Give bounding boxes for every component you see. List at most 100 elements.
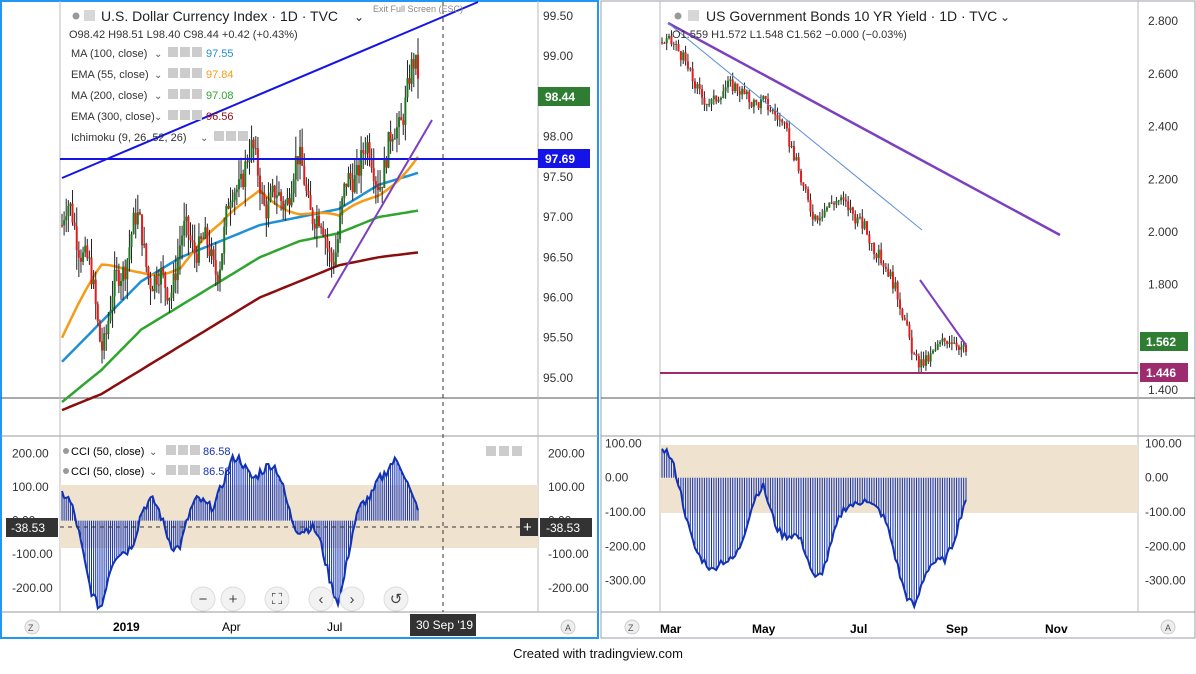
eye-icon[interactable] <box>168 47 178 57</box>
gear-icon[interactable] <box>180 89 190 99</box>
candle <box>374 176 377 204</box>
candle <box>915 349 918 361</box>
left-symbol-title[interactable]: U.S. Dollar Currency Index · 1D · TVC <box>101 8 338 24</box>
candle <box>155 266 158 293</box>
right-cci-ytick: 100.00 <box>1145 436 1182 450</box>
candle <box>410 52 413 92</box>
eye-icon[interactable] <box>168 68 178 78</box>
pane-maximize-icon[interactable] <box>486 446 496 456</box>
cci-2-gear-icon[interactable] <box>178 465 188 475</box>
gear-icon[interactable] <box>180 68 190 78</box>
indicator-legend-row[interactable]: EMA (55, close) ⌄ 97.84 <box>71 68 234 81</box>
footer-credit: Created with tradingview.com <box>513 646 683 661</box>
candle <box>748 89 751 110</box>
zoom-in-button[interactable]: + <box>220 586 246 612</box>
gear-icon[interactable] <box>226 131 236 141</box>
eye-icon[interactable] <box>214 131 224 141</box>
candle <box>141 214 144 257</box>
candle <box>147 265 150 285</box>
right-xtick-1: May <box>752 622 776 636</box>
gear-icon[interactable] <box>180 47 190 57</box>
candle <box>668 33 671 40</box>
fullscreen-button[interactable]: ⛶ <box>264 586 290 612</box>
left-title-chevron-icon[interactable]: ⌄ <box>354 10 364 24</box>
candle <box>807 186 810 203</box>
candle <box>130 231 133 264</box>
indicator-chevron-icon[interactable]: ⌄ <box>154 91 162 102</box>
candle <box>315 205 318 248</box>
candle <box>929 346 932 367</box>
zoom-out-button[interactable]: − <box>190 586 216 612</box>
candle <box>884 262 887 273</box>
left-ytick: 99.00 <box>543 49 573 63</box>
candle <box>792 140 795 162</box>
cci-1-chevron-icon[interactable]: ⌄ <box>149 447 157 458</box>
indicator-chevron-icon[interactable]: ⌄ <box>200 133 208 144</box>
candle <box>311 207 314 231</box>
pane-minimize-icon[interactable] <box>499 446 509 456</box>
candle <box>132 207 135 235</box>
close-icon[interactable] <box>238 131 248 141</box>
right-xtick-4: Nov <box>1045 622 1068 636</box>
candle <box>362 142 365 170</box>
candle <box>847 196 850 217</box>
exit-fullscreen-overlay[interactable]: Exit Full Screen (ESC) <box>373 4 463 14</box>
scroll-left-button[interactable]: ‹ <box>308 586 334 612</box>
gear-icon[interactable] <box>180 110 190 120</box>
cci-2-close-icon[interactable] <box>190 465 200 475</box>
right-zoom-button[interactable] <box>624 619 640 635</box>
indicator-legend-row[interactable]: Ichimoku (9, 26, 52, 26) ⌄ <box>71 131 248 144</box>
right-title-chevron-icon[interactable]: ⌄ <box>1000 10 1010 24</box>
candle <box>200 233 203 243</box>
right-symbol-title[interactable]: US Government Bonds 10 YR Yield · 1D · T… <box>706 8 997 24</box>
candle <box>734 81 737 94</box>
candle <box>708 98 711 108</box>
indicator-chevron-icon[interactable]: ⌄ <box>154 112 162 123</box>
candle <box>842 191 845 206</box>
right-cci-ytick: -300.00 <box>1145 574 1186 588</box>
candle <box>809 193 812 217</box>
add-alert-button[interactable] <box>520 518 538 536</box>
candle <box>269 183 272 203</box>
right-autoscale-button[interactable] <box>1160 619 1176 635</box>
candle <box>324 229 327 255</box>
reset-button[interactable]: ↺ <box>383 586 409 612</box>
indicator-legend-row[interactable]: MA (200, close) ⌄ 97.08 <box>71 89 234 102</box>
collapse-icon[interactable] <box>72 12 80 20</box>
candle <box>183 202 186 247</box>
left-autoscale-button[interactable] <box>560 619 576 635</box>
eye-icon[interactable] <box>168 89 178 99</box>
indicator-legend-row[interactable]: EMA (300, close) ⌄ 96.56 <box>71 110 234 123</box>
candle <box>136 194 139 230</box>
indicator-label: MA (200, close) <box>71 90 147 102</box>
candle <box>143 226 146 249</box>
close-icon[interactable] <box>192 68 202 78</box>
left-zoom-button[interactable] <box>24 619 40 635</box>
candle <box>237 160 240 198</box>
candle <box>957 344 960 356</box>
cci-2-chevron-icon[interactable]: ⌄ <box>149 467 157 478</box>
indicator-chevron-icon[interactable]: ⌄ <box>154 70 162 81</box>
right-cci-ytick-left: -100.00 <box>605 505 646 519</box>
close-icon[interactable] <box>192 110 202 120</box>
candle <box>288 188 291 215</box>
scroll-right-button[interactable]: › <box>339 586 365 612</box>
right-collapse-icon[interactable] <box>674 12 682 20</box>
indicator-legend-row[interactable]: MA (100, close) ⌄ 97.55 <box>71 47 234 60</box>
cci-2-eye-icon[interactable] <box>166 465 176 475</box>
close-icon[interactable] <box>192 89 202 99</box>
close-icon[interactable] <box>192 47 202 57</box>
candle <box>82 246 85 266</box>
candle <box>943 337 946 347</box>
pane-close-icon[interactable] <box>512 446 522 456</box>
indicator-label: MA (100, close) <box>71 48 147 60</box>
cci-1-gear-icon[interactable] <box>178 445 188 455</box>
right-cci-series <box>661 446 967 610</box>
candle <box>741 85 744 100</box>
eye-icon[interactable] <box>168 110 178 120</box>
indicator-chevron-icon[interactable]: ⌄ <box>154 49 162 60</box>
cci-1-close-icon[interactable] <box>190 445 200 455</box>
left-cci-ytick: 100.00 <box>548 480 585 494</box>
candle <box>788 120 791 153</box>
cci-1-eye-icon[interactable] <box>166 445 176 455</box>
